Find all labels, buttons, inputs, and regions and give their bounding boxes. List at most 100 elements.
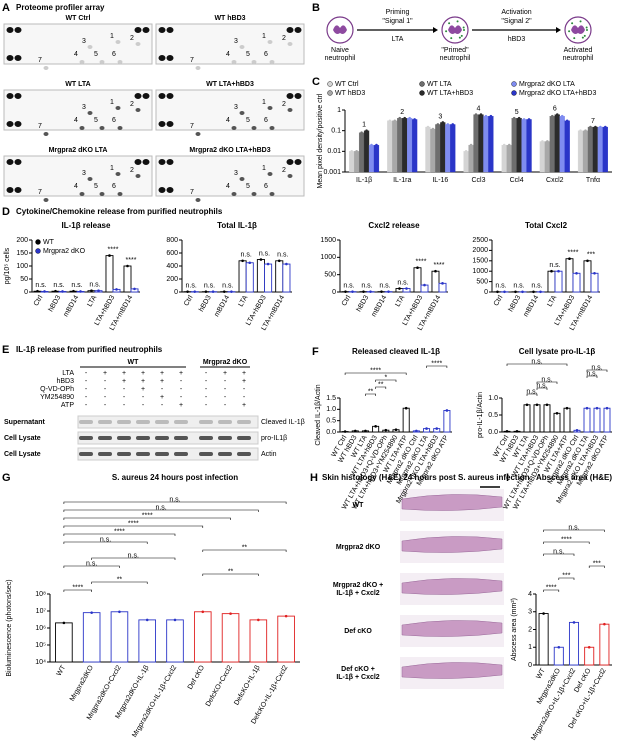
- bar-point: [521, 290, 524, 294]
- x-tick-label: Ccl4: [510, 177, 524, 184]
- annotation: 1: [362, 122, 366, 129]
- bar-point: [605, 406, 609, 410]
- significance-bracket: [63, 509, 259, 512]
- band: [237, 452, 251, 456]
- y-tick-label: 0: [528, 662, 532, 669]
- bar: [483, 116, 489, 173]
- band: [136, 452, 150, 456]
- annotation: ****: [416, 259, 427, 266]
- y-tick-label: 1.0: [488, 395, 498, 402]
- bar-point: [90, 611, 93, 614]
- band-label: pro-IL1β: [261, 435, 287, 442]
- treatment-sign: -: [85, 394, 88, 401]
- x-tick-label: Ctrl: [493, 294, 505, 307]
- x-tick-label: WT: [56, 664, 68, 678]
- bar-point: [535, 403, 539, 407]
- x-tick-label: hBD3: [356, 294, 371, 313]
- spot-number: 4: [226, 51, 230, 58]
- panel-letter: E: [2, 344, 9, 356]
- reference-spot: [158, 27, 166, 33]
- nucleus: [333, 25, 347, 34]
- cell-label: Activated: [564, 47, 593, 54]
- annotation: n.s.: [35, 282, 46, 289]
- spot: [135, 108, 141, 112]
- annotation: n.s.: [379, 282, 390, 289]
- bar: [538, 613, 549, 666]
- reference-spot: [158, 159, 166, 165]
- significance-label: n.s.: [169, 496, 180, 503]
- bar-point: [145, 618, 149, 622]
- spot: [269, 126, 275, 130]
- legend-marker: [327, 90, 333, 96]
- treatment-sign: +: [141, 378, 145, 385]
- significance-bracket: [526, 393, 538, 396]
- x-tick-label: LTA: [546, 294, 558, 308]
- x-tick-label: mBD14: [371, 294, 389, 318]
- chart-title: Abscess area (H&E): [536, 473, 612, 482]
- treatment-sign: +: [160, 370, 164, 377]
- reference-spot: [142, 27, 150, 33]
- bar-point: [388, 119, 392, 123]
- significance-bracket: [63, 533, 176, 536]
- chart-title: Released cleaved IL-1β: [352, 347, 440, 356]
- y-tick-label: 3: [528, 609, 532, 616]
- spot: [115, 106, 121, 110]
- y-tick-label: 200: [16, 237, 28, 244]
- significance-label: ***: [562, 572, 570, 579]
- bar-point: [505, 430, 509, 433]
- bar: [597, 126, 603, 173]
- y-tick-label: 1000: [472, 268, 488, 275]
- spot: [117, 60, 123, 64]
- spot: [195, 132, 201, 136]
- significance-bracket: [63, 541, 148, 544]
- x-tick-label: mBD14: [63, 294, 81, 318]
- treatment-sign: -: [205, 394, 208, 401]
- band: [98, 452, 112, 456]
- x-tick-label: Ctrl: [183, 294, 195, 307]
- panel-letter: I: [506, 472, 509, 484]
- spot-number: 7: [38, 189, 42, 196]
- bar-point: [204, 290, 208, 293]
- x-tick-label: mBD14: [213, 294, 231, 318]
- spot-number: 7: [190, 123, 194, 130]
- bar: [590, 272, 599, 293]
- bar-point: [380, 290, 383, 293]
- spot-number: 3: [234, 38, 238, 45]
- reference-spot: [6, 27, 14, 33]
- bar-point: [441, 121, 445, 124]
- granule: [585, 26, 588, 29]
- y-axis-label: Abscess area (mm²): [511, 598, 518, 661]
- treatment-sign: +: [223, 370, 227, 377]
- bar-point: [394, 428, 398, 432]
- spot: [269, 192, 275, 196]
- significance-label: **: [228, 568, 234, 575]
- treatment-sign: +: [141, 370, 145, 377]
- spot: [251, 192, 257, 196]
- treatment-name: Q-VD-OPh: [40, 386, 74, 393]
- y-tick-label: 0: [24, 289, 28, 296]
- sample-label: Supernatant: [4, 419, 46, 426]
- x-tick-label: hBD3: [198, 294, 213, 313]
- significance-bracket: [558, 577, 575, 580]
- treatment-sign: +: [122, 378, 126, 385]
- bar-point: [369, 290, 372, 293]
- annotation: ****: [126, 257, 137, 264]
- x-tick-label: WT: [535, 667, 547, 681]
- bar: [543, 404, 551, 433]
- band: [136, 420, 150, 424]
- spot: [79, 126, 85, 130]
- granule: [573, 37, 576, 40]
- reference-spot: [134, 27, 142, 33]
- x-tick-label: IL-16: [432, 177, 448, 184]
- spot-number: 5: [94, 183, 98, 190]
- bar-point: [593, 271, 596, 275]
- annotation: 6: [553, 105, 557, 112]
- x-tick-label: IL-1ra: [393, 177, 411, 184]
- panel-title: IL-1β release from purified neutrophils: [16, 345, 163, 354]
- bar: [563, 407, 571, 433]
- treatment-sign: -: [243, 386, 246, 393]
- spot: [267, 40, 273, 44]
- treatment-sign: -: [104, 394, 107, 401]
- y-tick-label: 0.001: [323, 169, 341, 176]
- bar: [166, 619, 184, 663]
